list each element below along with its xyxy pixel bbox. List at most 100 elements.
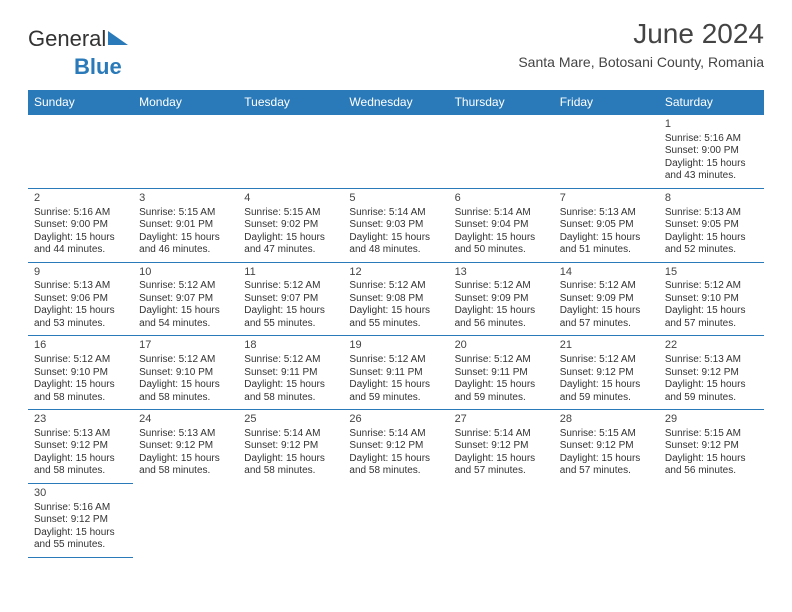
day-number: 11 [244,266,337,280]
day-cell: 16Sunrise: 5:12 AMSunset: 9:10 PMDayligh… [28,336,133,410]
sunrise-line: Sunrise: 5:13 AM [34,428,127,441]
sunset-line: Sunset: 9:03 PM [349,219,442,232]
daylight-line: Daylight: 15 hours and 48 minutes. [349,232,442,257]
sunset-line: Sunset: 9:05 PM [560,219,653,232]
daylight-line: Daylight: 15 hours and 57 minutes. [455,453,548,478]
sunrise-line: Sunrise: 5:12 AM [349,354,442,367]
sunrise-line: Sunrise: 5:13 AM [665,207,758,220]
empty-cell [133,483,238,557]
daylight-line: Daylight: 15 hours and 46 minutes. [139,232,232,257]
day-number: 9 [34,266,127,280]
sunset-line: Sunset: 9:12 PM [139,440,232,453]
sunrise-line: Sunrise: 5:14 AM [244,428,337,441]
sunset-line: Sunset: 9:11 PM [244,367,337,380]
daylight-line: Daylight: 15 hours and 43 minutes. [665,158,758,183]
day-cell: 2Sunrise: 5:16 AMSunset: 9:00 PMDaylight… [28,188,133,262]
sunset-line: Sunset: 9:12 PM [349,440,442,453]
sunrise-line: Sunrise: 5:12 AM [349,280,442,293]
day-number: 12 [349,266,442,280]
sunrise-line: Sunrise: 5:14 AM [349,428,442,441]
sunrise-line: Sunrise: 5:15 AM [560,428,653,441]
day-number: 13 [455,266,548,280]
day-number: 20 [455,339,548,353]
daylight-line: Daylight: 15 hours and 52 minutes. [665,232,758,257]
day-cell: 9Sunrise: 5:13 AMSunset: 9:06 PMDaylight… [28,262,133,336]
daylight-line: Daylight: 15 hours and 58 minutes. [349,453,442,478]
day-cell: 17Sunrise: 5:12 AMSunset: 9:10 PMDayligh… [133,336,238,410]
day-cell: 1Sunrise: 5:16 AMSunset: 9:00 PMDaylight… [659,115,764,189]
empty-cell [343,483,448,557]
day-cell: 22Sunrise: 5:13 AMSunset: 9:12 PMDayligh… [659,336,764,410]
day-number: 5 [349,192,442,206]
sunset-line: Sunset: 9:05 PM [665,219,758,232]
day-cell: 30Sunrise: 5:16 AMSunset: 9:12 PMDayligh… [28,483,133,557]
weekday-header: Monday [133,90,238,115]
day-cell: 27Sunrise: 5:14 AMSunset: 9:12 PMDayligh… [449,410,554,484]
weekday-header-row: Sunday Monday Tuesday Wednesday Thursday… [28,90,764,115]
calendar-table: Sunday Monday Tuesday Wednesday Thursday… [28,90,764,558]
daylight-line: Daylight: 15 hours and 55 minutes. [349,305,442,330]
sunrise-line: Sunrise: 5:14 AM [455,207,548,220]
sunset-line: Sunset: 9:00 PM [665,145,758,158]
calendar-row: 30Sunrise: 5:16 AMSunset: 9:12 PMDayligh… [28,483,764,557]
sunset-line: Sunset: 9:12 PM [560,440,653,453]
sunrise-line: Sunrise: 5:13 AM [665,354,758,367]
daylight-line: Daylight: 15 hours and 59 minutes. [665,379,758,404]
day-cell: 3Sunrise: 5:15 AMSunset: 9:01 PMDaylight… [133,188,238,262]
sunrise-line: Sunrise: 5:13 AM [560,207,653,220]
sunset-line: Sunset: 9:11 PM [349,367,442,380]
sunrise-line: Sunrise: 5:12 AM [455,280,548,293]
weekday-header: Tuesday [238,90,343,115]
day-number: 29 [665,413,758,427]
day-cell: 12Sunrise: 5:12 AMSunset: 9:08 PMDayligh… [343,262,448,336]
weekday-header: Sunday [28,90,133,115]
day-number: 23 [34,413,127,427]
empty-cell [28,115,133,189]
calendar-row: 1Sunrise: 5:16 AMSunset: 9:00 PMDaylight… [28,115,764,189]
day-cell: 7Sunrise: 5:13 AMSunset: 9:05 PMDaylight… [554,188,659,262]
daylight-line: Daylight: 15 hours and 59 minutes. [455,379,548,404]
weekday-header: Saturday [659,90,764,115]
day-cell: 19Sunrise: 5:12 AMSunset: 9:11 PMDayligh… [343,336,448,410]
day-number: 2 [34,192,127,206]
sunrise-line: Sunrise: 5:13 AM [139,428,232,441]
daylight-line: Daylight: 15 hours and 57 minutes. [560,305,653,330]
day-number: 7 [560,192,653,206]
logo: General [28,18,130,52]
sunset-line: Sunset: 9:07 PM [244,293,337,306]
daylight-line: Daylight: 15 hours and 59 minutes. [560,379,653,404]
day-number: 26 [349,413,442,427]
day-number: 4 [244,192,337,206]
empty-cell [449,483,554,557]
sunrise-line: Sunrise: 5:12 AM [244,280,337,293]
day-number: 6 [455,192,548,206]
sunrise-line: Sunrise: 5:15 AM [139,207,232,220]
day-number: 8 [665,192,758,206]
sunrise-line: Sunrise: 5:16 AM [34,207,127,220]
day-cell: 23Sunrise: 5:13 AMSunset: 9:12 PMDayligh… [28,410,133,484]
sunrise-line: Sunrise: 5:12 AM [244,354,337,367]
daylight-line: Daylight: 15 hours and 54 minutes. [139,305,232,330]
sunset-line: Sunset: 9:09 PM [560,293,653,306]
daylight-line: Daylight: 15 hours and 58 minutes. [139,453,232,478]
sunset-line: Sunset: 9:12 PM [455,440,548,453]
empty-cell [238,115,343,189]
weekday-header: Friday [554,90,659,115]
logo-text-1: General [28,26,106,52]
day-cell: 21Sunrise: 5:12 AMSunset: 9:12 PMDayligh… [554,336,659,410]
daylight-line: Daylight: 15 hours and 53 minutes. [34,305,127,330]
sunset-line: Sunset: 9:12 PM [665,440,758,453]
day-number: 17 [139,339,232,353]
sunset-line: Sunset: 9:09 PM [455,293,548,306]
day-cell: 28Sunrise: 5:15 AMSunset: 9:12 PMDayligh… [554,410,659,484]
day-number: 25 [244,413,337,427]
day-number: 19 [349,339,442,353]
day-cell: 25Sunrise: 5:14 AMSunset: 9:12 PMDayligh… [238,410,343,484]
daylight-line: Daylight: 15 hours and 58 minutes. [34,453,127,478]
sunrise-line: Sunrise: 5:15 AM [244,207,337,220]
daylight-line: Daylight: 15 hours and 51 minutes. [560,232,653,257]
location: Santa Mare, Botosani County, Romania [518,54,764,70]
daylight-line: Daylight: 15 hours and 58 minutes. [34,379,127,404]
daylight-line: Daylight: 15 hours and 58 minutes. [244,379,337,404]
logo-flag-icon [108,27,130,45]
